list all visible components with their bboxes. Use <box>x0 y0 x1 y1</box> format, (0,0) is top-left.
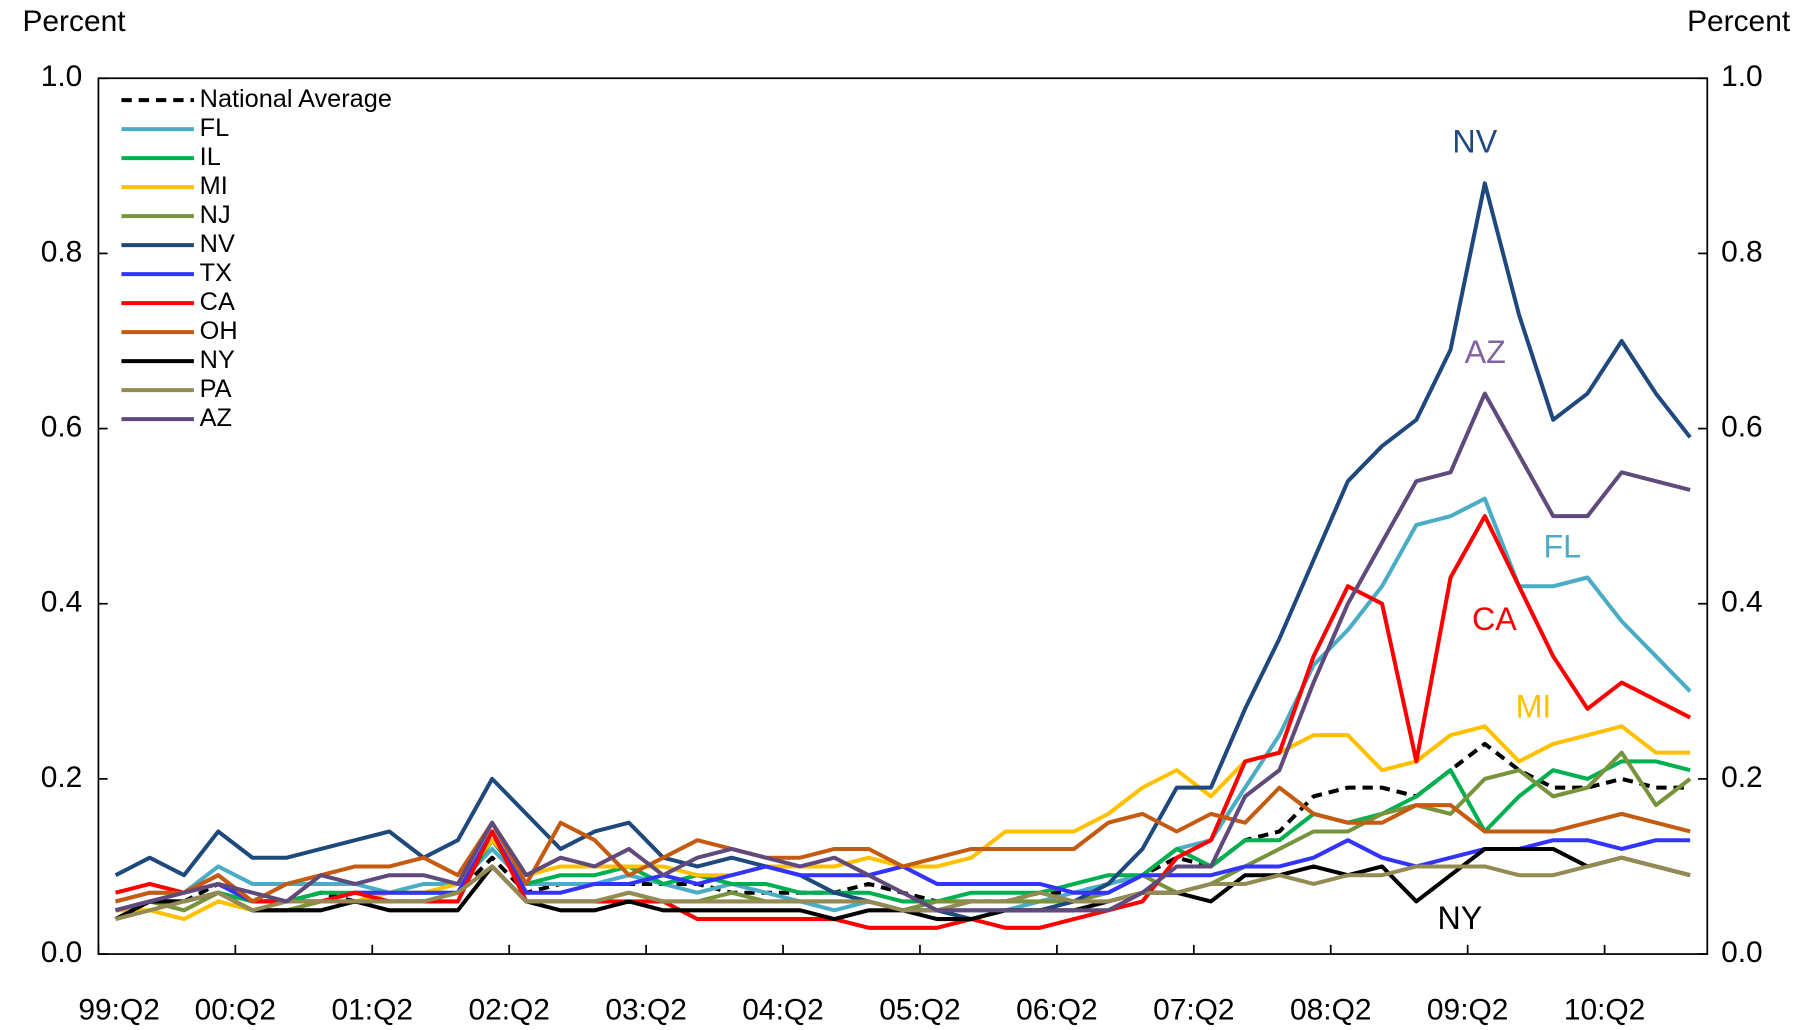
series-line <box>115 724 1691 922</box>
series-line <box>115 496 1692 913</box>
y-tick-label: 0.4 <box>41 586 83 619</box>
x-tick-label: 06:Q2 <box>1016 993 1097 1026</box>
legend-label: AZ <box>200 404 232 432</box>
x-tick-label: 08:Q2 <box>1290 993 1371 1026</box>
annotation: NV <box>1452 123 1497 159</box>
legend-label: PA <box>200 375 232 403</box>
legend-label: NV <box>200 230 235 258</box>
annotation: AZ <box>1465 334 1506 370</box>
annotation: CA <box>1472 601 1517 637</box>
legend-label: MI <box>200 172 228 200</box>
series-line <box>115 391 1691 913</box>
plot-frame <box>97 77 1709 955</box>
x-tick-label: 03:Q2 <box>605 993 686 1026</box>
x-tick-label: 10:Q2 <box>1564 993 1645 1026</box>
x-tick-label: 00:Q2 <box>195 993 276 1026</box>
y-tick-label: 1.0 <box>41 60 83 93</box>
series-line <box>115 785 1691 904</box>
x-tick-label: 05:Q2 <box>879 993 960 1026</box>
y2-axis-label: Percent <box>1687 5 1791 38</box>
series-line <box>115 759 1691 913</box>
y2-tick-label: 0.6 <box>1721 410 1763 443</box>
legend-label: FL <box>200 114 230 142</box>
legend-label: OH <box>200 317 238 345</box>
annotation: FL <box>1543 528 1581 564</box>
y-tick-label: 0.6 <box>41 410 83 443</box>
x-tick-label: 04:Q2 <box>742 993 823 1026</box>
legend-label: IL <box>200 143 221 171</box>
legend-label: TX <box>200 259 232 287</box>
y2-tick-label: 0.2 <box>1721 761 1763 794</box>
legend-label: NY <box>200 346 235 374</box>
annotation: MI <box>1516 688 1552 724</box>
y-tick-label: 0.2 <box>41 761 83 794</box>
y2-tick-label: 0.4 <box>1721 586 1763 619</box>
x-tick-label: 07:Q2 <box>1153 993 1234 1026</box>
x-tick-label: 09:Q2 <box>1427 993 1508 1026</box>
x-tick-label: 02:Q2 <box>468 993 549 1026</box>
y-tick-label: 0.0 <box>41 936 83 969</box>
y-axis-label: Percent <box>22 5 126 38</box>
series-line <box>115 514 1692 930</box>
legend-label: National Average <box>200 85 392 113</box>
legend-label: CA <box>200 288 235 316</box>
legend-label: NJ <box>200 201 231 229</box>
annotation: NY <box>1437 900 1482 936</box>
y2-tick-label: 0.0 <box>1721 936 1763 969</box>
x-tick-label: 99:Q2 <box>78 993 159 1026</box>
y2-tick-label: 0.8 <box>1721 235 1763 268</box>
y-tick-label: 0.8 <box>41 235 83 268</box>
series-line <box>115 855 1691 922</box>
y2-tick-label: 1.0 <box>1721 60 1763 93</box>
x-tick-label: 01:Q2 <box>332 993 413 1026</box>
